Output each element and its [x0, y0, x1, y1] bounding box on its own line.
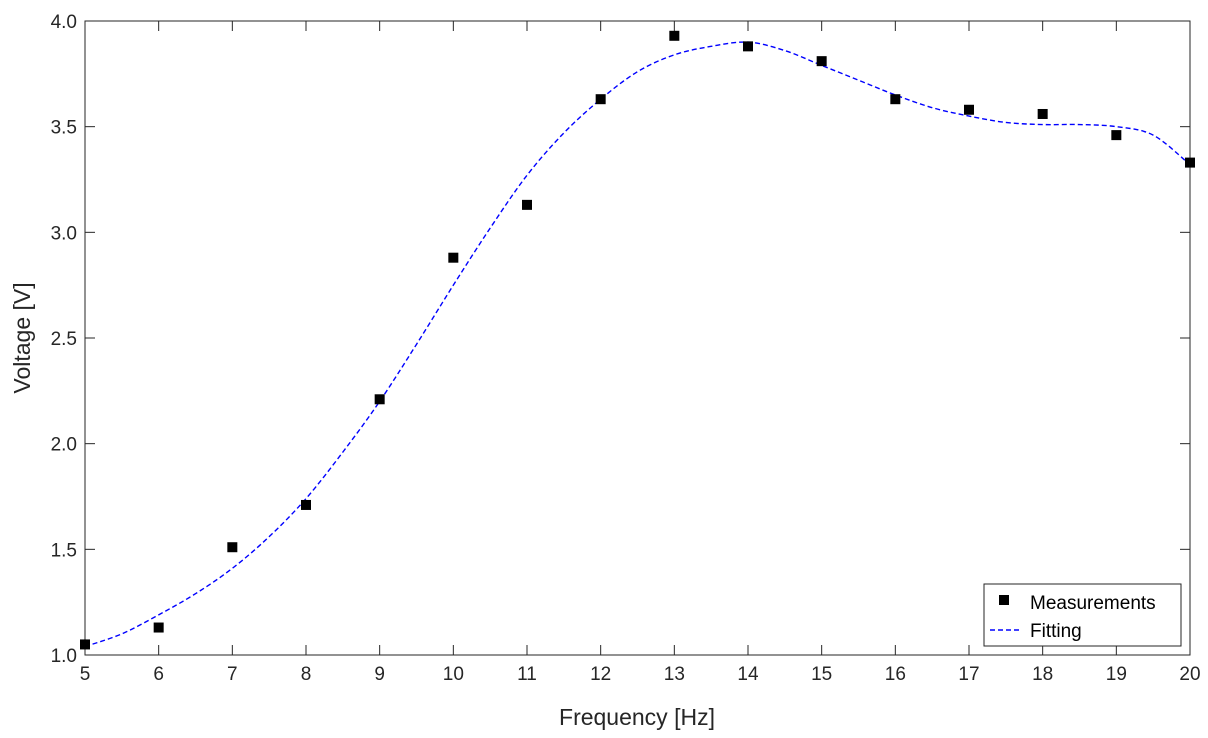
legend: Measurements Fitting	[983, 583, 1182, 647]
x-axis-label: Frequency [Hz]	[559, 704, 715, 730]
measurement-point	[227, 542, 238, 553]
fitting-series	[84, 41, 1191, 648]
y-axis-label: Voltage [V]	[9, 282, 35, 393]
x-tick-label: 14	[737, 664, 759, 685]
measurement-point	[890, 94, 901, 105]
x-tick-label: 5	[80, 664, 91, 685]
x-tick-label: 10	[443, 664, 464, 685]
y-tick-label: 3.0	[51, 223, 77, 244]
y-tick-label: 1.5	[51, 540, 77, 561]
x-tick-label: 17	[958, 664, 979, 685]
measurement-point	[80, 639, 90, 650]
x-tick-label: 13	[664, 664, 685, 685]
measurements-series	[80, 30, 1195, 650]
x-tick-label: 15	[811, 664, 832, 685]
y-tick-label: 3.5	[51, 118, 77, 139]
x-tick-label: 19	[1106, 664, 1127, 685]
x-tick-label: 16	[885, 664, 906, 685]
x-tick-label: 11	[517, 664, 537, 685]
x-tick-label: 9	[374, 664, 385, 685]
measurement-point	[374, 394, 385, 405]
x-tick-label: 20	[1179, 664, 1200, 685]
measurement-point	[301, 499, 311, 510]
legend-measurements-marker	[999, 595, 1009, 605]
legend-fitting-label: Fitting	[1030, 621, 1082, 642]
x-tick-label: 7	[227, 664, 238, 685]
axes	[84, 20, 1191, 656]
y-axis-ticks: 1.0 1.5 2.0 2.5 3.0 3.5 4.0	[51, 12, 1190, 667]
y-tick-label: 4.0	[51, 12, 77, 33]
legend-box	[983, 583, 1182, 647]
y-tick-label: 1.0	[51, 646, 77, 667]
measurement-point	[1185, 157, 1195, 168]
x-tick-label: 8	[301, 664, 312, 685]
measurement-point	[1037, 108, 1048, 119]
measurement-point	[816, 56, 827, 67]
measurement-point	[448, 252, 459, 263]
measurement-point	[669, 30, 680, 41]
x-axis-ticks: 5 6 7 8 9 10 11 12 13 14 15 16 17 18 19 20	[80, 21, 1201, 685]
plot-area-box	[84, 20, 1191, 656]
legend-measurements-label: Measurements	[1030, 593, 1156, 614]
fitting-curve	[84, 41, 1191, 648]
x-tick-label: 18	[1032, 664, 1053, 685]
measurement-point	[1111, 130, 1122, 141]
measurement-point	[964, 104, 974, 115]
x-tick-label: 12	[590, 664, 611, 685]
measurement-point	[595, 94, 606, 105]
y-tick-label: 2.0	[51, 435, 77, 456]
y-tick-label: 2.5	[51, 329, 77, 350]
measurement-point	[522, 199, 532, 210]
x-tick-label: 6	[153, 664, 164, 685]
measurement-point	[743, 41, 753, 52]
measurement-point	[153, 622, 164, 633]
